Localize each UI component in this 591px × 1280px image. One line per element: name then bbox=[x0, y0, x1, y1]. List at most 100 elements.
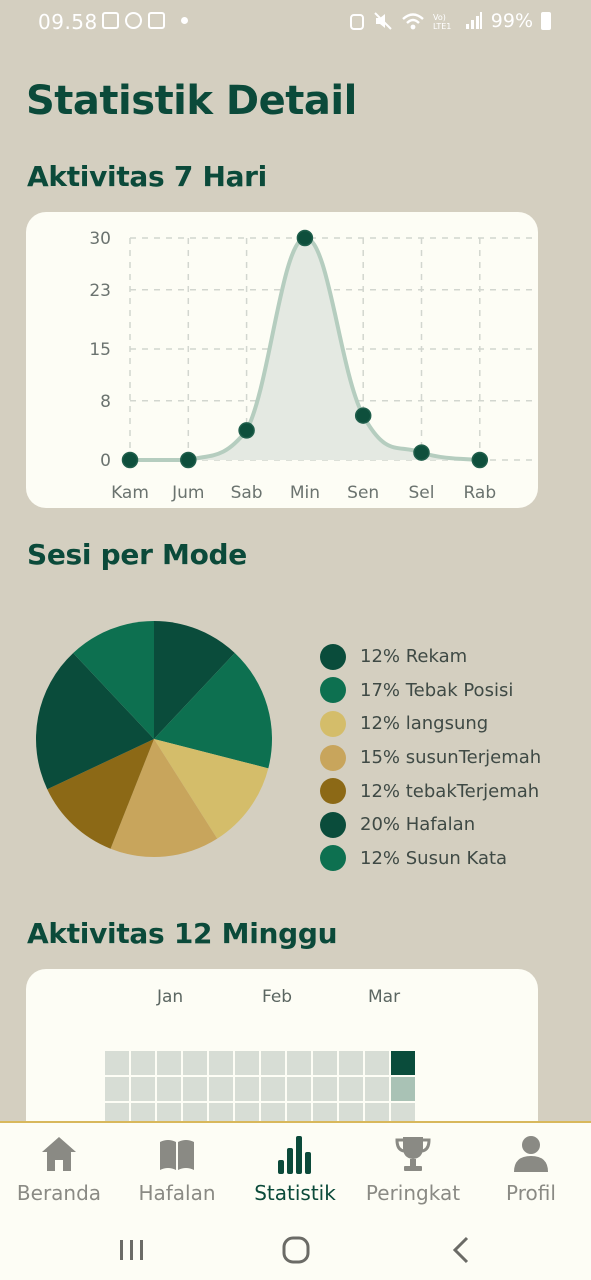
heatmap-month-label: Jan bbox=[157, 987, 184, 1007]
pie-slice bbox=[154, 739, 269, 839]
y-tick-label: 30 bbox=[89, 229, 111, 249]
page-title: Statistik Detail bbox=[26, 78, 357, 124]
nav-label: Profil bbox=[506, 1181, 556, 1205]
heatmap-cell bbox=[209, 1103, 233, 1127]
section-title-heatmap: Aktivitas 12 Minggu bbox=[27, 917, 338, 950]
nav-item-statistik[interactable]: Statistik bbox=[236, 1123, 354, 1219]
heatmap-cell bbox=[287, 1051, 311, 1075]
battery-icon bbox=[541, 12, 551, 30]
heatmap-cell bbox=[339, 1103, 363, 1127]
legend-label: 20% Hafalan bbox=[360, 814, 476, 836]
legend-item: 20% Hafalan bbox=[320, 808, 541, 842]
legend-label: 12% Susun Kata bbox=[360, 847, 508, 869]
mode-pie-chart bbox=[36, 621, 272, 857]
status-bar: 09.58 Vo) LTE1 99% bbox=[0, 0, 591, 46]
heatmap-cell bbox=[183, 1051, 207, 1075]
nav-item-profil[interactable]: Profil bbox=[472, 1123, 590, 1219]
heatmap-cell bbox=[183, 1103, 207, 1127]
legend-swatch bbox=[320, 811, 346, 838]
heatmap-month-label: Feb bbox=[262, 987, 293, 1007]
x-tick-label: Rab bbox=[463, 483, 496, 503]
heatmap-cell bbox=[157, 1077, 181, 1101]
heatmap-cell bbox=[183, 1077, 207, 1101]
x-tick-label: Sel bbox=[409, 483, 435, 503]
nav-label: Peringkat bbox=[365, 1181, 461, 1205]
data-point bbox=[180, 451, 197, 469]
bar-chart-icon bbox=[278, 1136, 311, 1174]
legend-swatch bbox=[320, 643, 346, 670]
heatmap-cell bbox=[339, 1051, 363, 1075]
y-tick-label: 15 bbox=[89, 340, 111, 360]
y-tick-label: 0 bbox=[100, 451, 111, 471]
weekly-activity-card: 0 8 15 23 30 Kam Jum Sab Min Sen Sel Rab bbox=[26, 212, 538, 508]
gallery-notification-icon bbox=[102, 12, 119, 29]
back-icon[interactable] bbox=[440, 1228, 484, 1272]
data-point bbox=[296, 229, 314, 247]
nav-item-beranda[interactable]: Beranda bbox=[0, 1123, 118, 1219]
heatmap-cell bbox=[105, 1077, 129, 1101]
heatmap-cell bbox=[131, 1051, 155, 1075]
home-button-icon[interactable] bbox=[274, 1228, 318, 1272]
heatmap-cell bbox=[313, 1103, 337, 1127]
weekly-line-chart: 0 8 15 23 30 Kam Jum Sab Min Sen Sel Rab bbox=[89, 229, 536, 503]
heatmap-cell bbox=[313, 1077, 337, 1101]
wifi-icon bbox=[401, 13, 424, 30]
data-point bbox=[413, 444, 430, 461]
bottom-navigation: Beranda Hafalan Statistik Peringkat bbox=[0, 1121, 591, 1219]
heatmap-cell bbox=[365, 1103, 389, 1127]
legend-swatch bbox=[320, 677, 346, 704]
pie-slice bbox=[73, 621, 154, 739]
heatmap-cell bbox=[131, 1103, 155, 1127]
trophy-icon bbox=[395, 1137, 431, 1171]
heatmap-cell bbox=[391, 1103, 415, 1127]
heatmap-cell bbox=[287, 1077, 311, 1101]
heatmap-cell bbox=[391, 1051, 415, 1075]
pie-slice bbox=[154, 621, 235, 739]
x-tick-label: Sen bbox=[347, 483, 379, 503]
battery-percent: 99% bbox=[490, 10, 533, 32]
legend-item: 12% tebakTerjemah bbox=[320, 774, 541, 808]
volte-icon: Vo)LTE1 bbox=[433, 13, 451, 31]
heatmap-cell bbox=[261, 1077, 285, 1101]
data-point bbox=[121, 451, 139, 469]
alarm-icon bbox=[349, 14, 364, 30]
heatmap-cell bbox=[131, 1077, 155, 1101]
heatmap-cell bbox=[235, 1077, 259, 1101]
recents-icon[interactable] bbox=[110, 1228, 154, 1272]
legend-swatch bbox=[320, 744, 346, 771]
heatmap-cell bbox=[261, 1051, 285, 1075]
status-time: 09.58 bbox=[38, 10, 98, 34]
y-tick-label: 23 bbox=[89, 281, 111, 301]
svg-text:Vo): Vo) bbox=[433, 13, 446, 22]
x-tick-label: Sab bbox=[231, 483, 263, 503]
home-icon bbox=[42, 1137, 76, 1171]
mute-icon bbox=[374, 12, 392, 30]
heatmap-months: Jan Feb Mar bbox=[26, 987, 538, 1011]
heatmap-cell bbox=[235, 1103, 259, 1127]
legend-label: 12% langsung bbox=[360, 713, 489, 735]
legend-label: 12% tebakTerjemah bbox=[360, 780, 540, 802]
x-tick-label: Kam bbox=[111, 483, 149, 503]
heatmap-cell bbox=[365, 1051, 389, 1075]
heatmap-cell bbox=[287, 1103, 311, 1127]
pie-slice bbox=[36, 652, 154, 790]
system-navigation-bar bbox=[0, 1219, 591, 1280]
data-point bbox=[238, 422, 255, 439]
legend-item: 12% langsung bbox=[320, 707, 541, 741]
data-point bbox=[471, 451, 489, 469]
person-icon bbox=[514, 1136, 548, 1172]
signal-icon bbox=[465, 12, 482, 29]
x-tick-label: Jum bbox=[171, 483, 204, 503]
heatmap-cell bbox=[235, 1051, 259, 1075]
notification-icons bbox=[102, 12, 188, 29]
nav-item-hafalan[interactable]: Hafalan bbox=[118, 1123, 236, 1219]
system-status-icons: Vo) LTE1 99% bbox=[349, 10, 551, 32]
mode-legend: 12% Rekam 17% Tebak Posisi 12% langsung 15%… bbox=[320, 640, 541, 875]
nav-item-peringkat[interactable]: Peringkat bbox=[354, 1123, 472, 1219]
app-notification-icon bbox=[125, 12, 142, 29]
heatmap-cell bbox=[391, 1077, 415, 1101]
x-tick-label: Min bbox=[290, 483, 320, 503]
nav-label: Statistik bbox=[254, 1181, 336, 1205]
legend-swatch bbox=[320, 778, 346, 805]
pie-slice bbox=[110, 739, 218, 857]
